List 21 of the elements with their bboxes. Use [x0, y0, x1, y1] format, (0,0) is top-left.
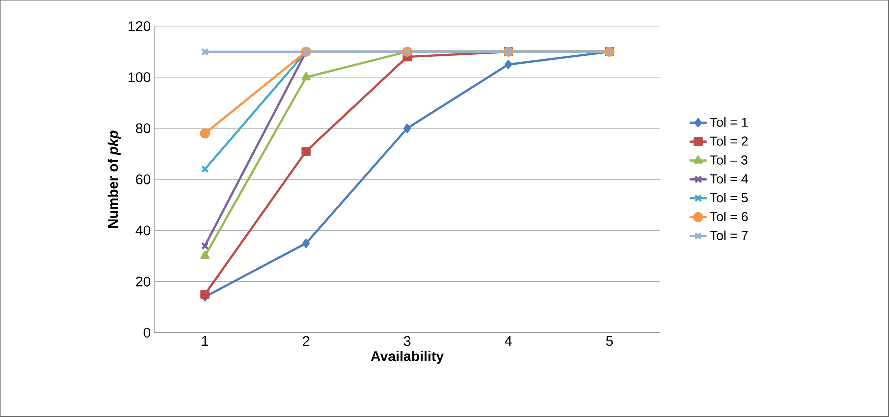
legend-label: Tol = 1 — [710, 117, 748, 127]
x-tick-label: 3 — [404, 336, 411, 346]
x-tick-label: 1 — [202, 336, 208, 346]
y-tick-label: 60 — [136, 174, 151, 184]
y-tick-label: 120 — [128, 21, 151, 32]
legend-label: Tol = 7 — [710, 230, 748, 240]
y-tick-label: 20 — [136, 276, 151, 287]
y-tick-label: 0 — [144, 328, 151, 338]
y-axis-title: Number of pkp — [108, 130, 121, 228]
legend-label: Tol = 2 — [710, 136, 748, 146]
legend-label: Tol – 3 — [710, 155, 748, 165]
x-axis-title: Availability — [371, 350, 444, 364]
y-tick-label: 40 — [136, 226, 151, 236]
legend-label: Tol = 5 — [710, 192, 748, 202]
legend-label: Tol = 4 — [710, 174, 748, 184]
x-tick-label: 2 — [303, 336, 310, 346]
y-tick-label: 100 — [128, 72, 151, 82]
x-tick-label: 5 — [606, 336, 614, 346]
legend-label: Tol = 6 — [710, 212, 748, 222]
y-tick-label: 80 — [136, 123, 151, 134]
x-tick-label: 4 — [505, 336, 512, 346]
